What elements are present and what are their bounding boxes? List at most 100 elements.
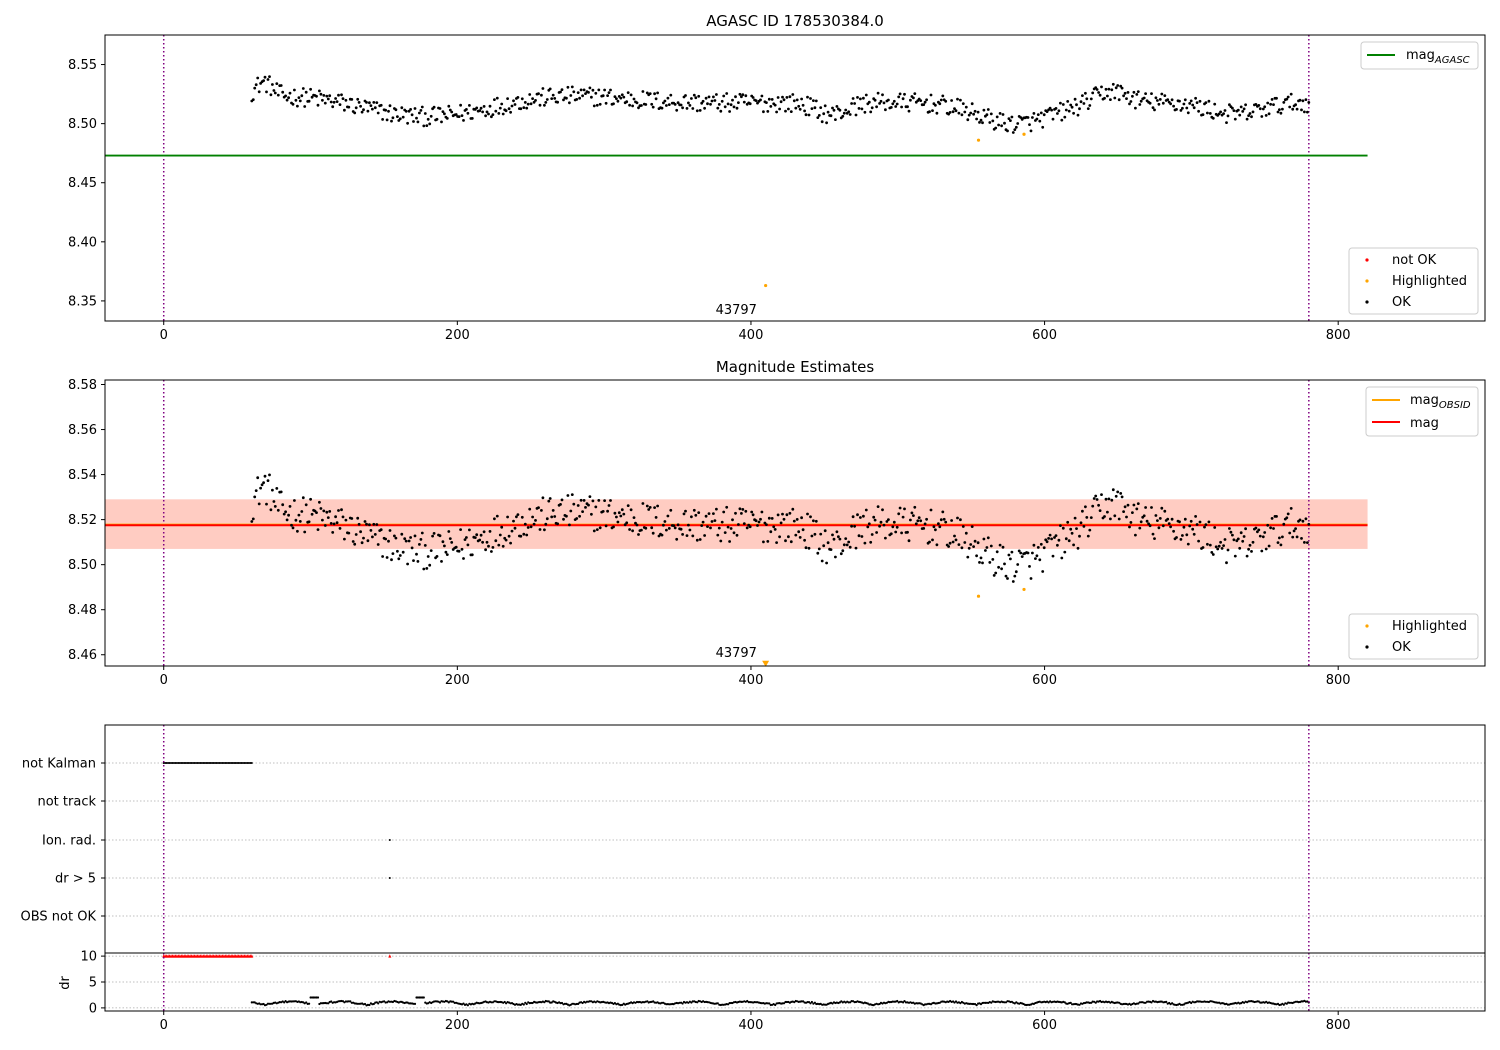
ok-point bbox=[1020, 555, 1024, 558]
ok-point bbox=[690, 515, 693, 519]
ok-point bbox=[1035, 117, 1039, 121]
panel-magnitude-annotation: 43797 bbox=[716, 646, 757, 661]
ok-point bbox=[1122, 510, 1125, 513]
ok-point bbox=[1158, 517, 1162, 520]
ok-point bbox=[323, 101, 327, 105]
ok-point bbox=[935, 543, 939, 547]
ok-point bbox=[316, 528, 320, 531]
ok-point bbox=[862, 96, 865, 100]
ok-point bbox=[751, 96, 755, 99]
ok-point bbox=[616, 520, 620, 524]
ok-point bbox=[767, 516, 771, 520]
ok-point bbox=[1233, 117, 1237, 121]
ok-point bbox=[964, 531, 968, 535]
ok-point bbox=[301, 87, 305, 90]
ok-point bbox=[929, 93, 933, 97]
ok-point bbox=[944, 520, 948, 524]
ok-point bbox=[710, 99, 714, 103]
ok-point bbox=[959, 518, 962, 522]
ok-point bbox=[491, 113, 495, 116]
ok-point bbox=[498, 533, 502, 537]
ok-point bbox=[970, 525, 974, 528]
ok-point bbox=[607, 91, 611, 94]
ok-point bbox=[1111, 488, 1115, 492]
ok-point bbox=[581, 94, 584, 98]
ok-point bbox=[934, 103, 937, 107]
ok-point bbox=[1131, 511, 1134, 514]
ok-point bbox=[1197, 539, 1200, 543]
flag-point bbox=[164, 762, 167, 764]
ok-point bbox=[360, 110, 364, 114]
legend-label-mag-obsid: magOBSID bbox=[1410, 393, 1471, 411]
ok-point bbox=[470, 117, 474, 120]
ok-point bbox=[329, 522, 333, 525]
ok-point bbox=[1129, 521, 1133, 524]
ok-point bbox=[1189, 519, 1193, 523]
ok-point bbox=[331, 105, 335, 109]
ok-point bbox=[709, 526, 712, 530]
ok-point bbox=[631, 529, 634, 533]
ok-point bbox=[479, 106, 483, 110]
flag-point bbox=[190, 762, 193, 764]
ok-point bbox=[669, 508, 673, 512]
panel-magnitude-estimates: Magnitude Estimates 0 200 400 600 800 8.468.… bbox=[68, 358, 1486, 688]
ok-point bbox=[792, 99, 796, 103]
ok-point bbox=[1056, 543, 1059, 547]
ok-point bbox=[459, 528, 462, 531]
ok-point bbox=[769, 530, 773, 534]
ok-point bbox=[575, 98, 579, 101]
ok-point bbox=[598, 102, 602, 106]
ok-point bbox=[1104, 497, 1108, 501]
ok-point bbox=[1298, 98, 1302, 102]
ok-point bbox=[1148, 524, 1152, 528]
ok-point bbox=[641, 502, 645, 505]
ok-point bbox=[257, 502, 261, 506]
ok-point bbox=[481, 540, 484, 544]
ok-point bbox=[570, 85, 574, 89]
ok-point bbox=[512, 99, 515, 103]
ok-point bbox=[907, 109, 911, 113]
ok-point bbox=[722, 510, 726, 514]
ok-point bbox=[326, 97, 330, 101]
ok-point bbox=[1041, 570, 1045, 573]
ok-point bbox=[1014, 570, 1018, 574]
ok-point bbox=[879, 520, 883, 524]
ok-point bbox=[1094, 494, 1098, 498]
panel-agasc-point-legend: not OK Highlighted OK bbox=[1348, 247, 1479, 315]
ok-point bbox=[684, 509, 687, 513]
ok-point bbox=[251, 98, 255, 101]
panel-agasc: AGASC ID 178530384.0 0 200 400 600 800 8.358… bbox=[68, 12, 1486, 343]
ok-point bbox=[820, 559, 824, 563]
ok-point bbox=[538, 528, 542, 531]
ok-point bbox=[767, 97, 771, 101]
ok-point bbox=[803, 109, 806, 113]
ok-point bbox=[1082, 525, 1086, 528]
ok-point bbox=[1120, 495, 1124, 499]
ok-point bbox=[901, 97, 905, 101]
ok-point bbox=[626, 91, 630, 94]
flag-point bbox=[219, 762, 222, 764]
ok-point bbox=[635, 101, 639, 105]
ok-point bbox=[1098, 93, 1102, 97]
ok-point bbox=[695, 109, 699, 113]
ok-point bbox=[769, 105, 773, 108]
ok-point bbox=[1057, 538, 1061, 542]
ok-point bbox=[440, 120, 443, 124]
ok-point bbox=[410, 113, 414, 117]
ok-point bbox=[1144, 92, 1147, 95]
ok-point bbox=[1229, 530, 1233, 534]
ok-point bbox=[625, 521, 629, 525]
ok-point bbox=[885, 520, 889, 523]
ok-point bbox=[698, 538, 702, 541]
ok-point bbox=[997, 565, 1000, 569]
ok-point bbox=[825, 561, 828, 565]
ok-point bbox=[1032, 543, 1036, 547]
ok-point bbox=[860, 107, 864, 111]
panel-magnitude-points bbox=[250, 473, 1311, 667]
ok-point bbox=[775, 110, 778, 114]
ok-point bbox=[1178, 99, 1181, 103]
ok-point bbox=[1116, 490, 1120, 494]
flag-point bbox=[187, 762, 190, 764]
ok-point bbox=[401, 550, 405, 554]
ok-point bbox=[1138, 526, 1142, 530]
